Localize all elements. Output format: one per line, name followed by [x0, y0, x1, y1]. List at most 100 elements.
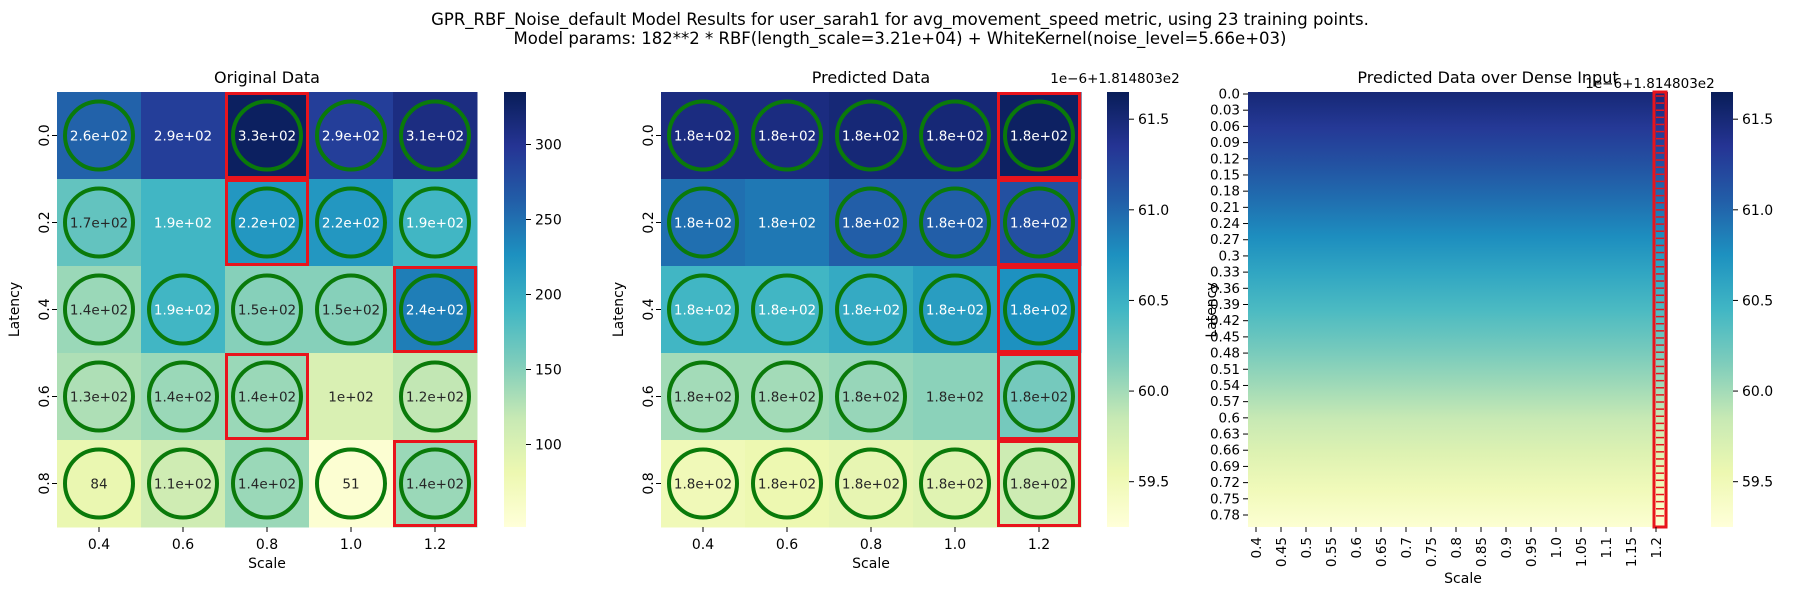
predicted-training-point-marker [919, 447, 991, 520]
predicted-cell [829, 440, 914, 528]
original-cell [141, 440, 226, 528]
original-cell-label: 1.9e+02 [154, 303, 212, 319]
original-x-axis-label: Scale [248, 556, 286, 572]
original-cell-label: 1.2e+02 [406, 390, 464, 406]
original-training-point-marker [399, 99, 471, 172]
predicted-cell-label: 1.8e+02 [674, 390, 732, 406]
dense-y-tick-label: 0.09 [1210, 135, 1240, 151]
predicted-cell [913, 440, 998, 528]
predicted-cell [661, 353, 746, 441]
predicted-title: Predicted Data [812, 68, 930, 87]
original-cell-label: 1.1e+02 [154, 477, 212, 493]
predicted-cell-label: 1.8e+02 [758, 129, 816, 145]
predicted-training-point-marker [751, 273, 823, 346]
predicted-cell-label: 1.8e+02 [674, 129, 732, 145]
predicted-colorbar-tick-label: 61.5 [1138, 112, 1169, 128]
original-cell [225, 440, 310, 528]
predicted-colorbar-tick-label: 59.5 [1138, 475, 1169, 491]
dense-colorbar-tick-label: 59.5 [1742, 475, 1773, 491]
predicted-cell-label: 1.8e+02 [758, 303, 816, 319]
predicted-cell [661, 179, 746, 267]
predicted-cell-label: 1.8e+02 [758, 390, 816, 406]
predicted-cell-label: 1.8e+02 [842, 303, 900, 319]
dense-y-tick-label: 0.69 [1210, 459, 1240, 475]
original-training-point-marker [231, 273, 303, 346]
dense-heatmap-field [1248, 92, 1668, 527]
original-training-point-marker [63, 360, 135, 433]
original-training-point-marker [63, 186, 135, 259]
original-cell-label: 1.4e+02 [154, 390, 212, 406]
predicted-cell-label: 1.8e+02 [1010, 129, 1068, 145]
predicted-cell-label: 1.8e+02 [1010, 390, 1068, 406]
original-cell [141, 266, 226, 354]
predicted-x-tick-label: 0.4 [692, 537, 714, 553]
original-x-tick-label: 0.8 [256, 537, 278, 553]
original-cell [393, 440, 478, 528]
predicted-x-tick-label: 1.0 [944, 537, 966, 553]
original-cell [309, 266, 394, 354]
predicted-cell-label: 1.8e+02 [842, 477, 900, 493]
predicted-cell-label: 1.8e+02 [842, 216, 900, 232]
dense-title: Predicted Data over Dense Input [1357, 68, 1618, 87]
predicted-cell [913, 179, 998, 267]
dense-y-tick-label: 0.27 [1210, 232, 1240, 248]
original-training-point-marker [231, 186, 303, 259]
original-cell [309, 92, 394, 180]
predicted-cell [997, 179, 1082, 267]
predicted-cell [745, 266, 830, 354]
original-cell-label: 1.9e+02 [154, 216, 212, 232]
predicted-cell [745, 440, 830, 528]
original-cell [393, 266, 478, 354]
dense-y-tick-label: 0.18 [1210, 184, 1240, 200]
predicted-training-point-marker [835, 99, 907, 172]
dense-x-tick-label: 0.8 [1449, 537, 1465, 558]
dense-x-tick-label: 1.05 [1574, 537, 1590, 567]
predicted-training-point-marker [667, 447, 739, 520]
predicted-cell [997, 92, 1082, 180]
original-cell-label: 2.4e+02 [406, 303, 464, 319]
original-cell-label: 1.3e+02 [70, 390, 128, 406]
dense-x-tick-label: 1.2 [1649, 537, 1665, 558]
original-y-tick-label: 0.4 [37, 298, 53, 320]
original-cell-label: 1.4e+02 [238, 477, 296, 493]
original-cell [57, 440, 142, 528]
dense-y-tick-label: 0.3 [1219, 248, 1240, 264]
predicted-cell [997, 353, 1082, 441]
dense-x-axis-label: Scale [1444, 571, 1482, 587]
predicted-y-tick-label: 0.4 [641, 298, 657, 320]
original-y-axis-label: Latency [7, 282, 23, 337]
original-training-point-marker [231, 99, 303, 172]
original-cell [141, 353, 226, 441]
predicted-training-point-marker [751, 447, 823, 520]
predicted-training-point-marker [667, 99, 739, 172]
original-cell-label: 1.5e+02 [322, 303, 380, 319]
dense-x-tick-label: 1.15 [1624, 537, 1640, 567]
dense-colorbar-tick-label: 60.5 [1742, 293, 1773, 309]
predicted-highlight-box [997, 266, 1081, 353]
dense-y-tick-label: 0.54 [1210, 378, 1240, 394]
predicted-training-point-marker [835, 360, 907, 433]
original-training-point-marker [315, 447, 387, 520]
original-colorbar-tick-label: 200 [535, 288, 562, 304]
predicted-x-tick-label: 0.8 [860, 537, 882, 553]
dense-y-tick-label: 0.03 [1210, 103, 1240, 119]
original-training-point-marker [315, 99, 387, 172]
dense-highlight-column [1652, 90, 1668, 529]
dense-colorbar-tick-label: 61.5 [1742, 112, 1773, 128]
dense-y-tick-label: 0.6 [1219, 410, 1240, 426]
original-highlight-box [393, 440, 477, 527]
original-cell-label: 1.5e+02 [238, 303, 296, 319]
predicted-training-point-marker [1003, 99, 1075, 172]
original-colorbar [504, 92, 526, 527]
original-cell-label: 84 [90, 477, 107, 493]
dense-x-tick-label: 0.95 [1524, 537, 1540, 567]
original-training-point-marker [63, 447, 135, 520]
predicted-x-tick-label: 1.2 [1028, 537, 1050, 553]
predicted-x-axis-label: Scale [852, 556, 890, 572]
predicted-cell-label: 1.8e+02 [1010, 477, 1068, 493]
dense-y-tick-label: 0.21 [1210, 200, 1240, 216]
predicted-cell-label: 1.8e+02 [926, 477, 984, 493]
original-training-point-marker [231, 447, 303, 520]
original-cell [57, 179, 142, 267]
predicted-cell-label: 1.8e+02 [1010, 216, 1068, 232]
